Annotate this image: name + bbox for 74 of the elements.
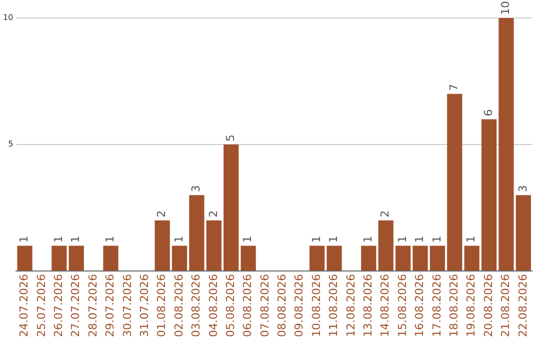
x-tick-label: 19.08.2026 <box>464 274 478 338</box>
data-label: 1 <box>464 236 478 243</box>
data-label: 6 <box>482 109 495 116</box>
data-label: 1 <box>327 236 340 243</box>
x-tick-label: 25.07.2026 <box>34 274 48 338</box>
x-tick-label: 28.07.2026 <box>86 274 100 338</box>
x-tick-label: 01.08.2026 <box>155 274 168 338</box>
x-tick-label: 31.07.2026 <box>138 274 151 338</box>
x-tick-label: 11.08.2026 <box>327 274 340 338</box>
data-label: 1 <box>430 236 444 243</box>
x-tick-label: 30.07.2026 <box>120 274 134 338</box>
x-tick-label: 16.08.2026 <box>413 274 426 338</box>
bar <box>516 195 531 271</box>
bar <box>310 246 325 271</box>
data-label: 10 <box>499 1 512 15</box>
data-label: 5 <box>224 134 237 142</box>
x-tick-label: 18.08.2026 <box>447 274 460 338</box>
bar <box>412 246 428 271</box>
data-label: 2 <box>206 210 220 218</box>
x-tick-label: 08.08.2026 <box>276 274 289 338</box>
data-label: 1 <box>413 236 426 243</box>
x-tick-label: 05.08.2026 <box>224 274 237 338</box>
bar <box>154 220 170 271</box>
data-label: 1 <box>172 236 186 243</box>
x-tick-label: 24.07.2026 <box>18 274 31 338</box>
data-label: 2 <box>155 210 168 218</box>
x-tick-label: 26.07.2026 <box>52 274 66 338</box>
x-tick-label: 04.08.2026 <box>206 274 220 338</box>
bar <box>326 246 342 271</box>
bar <box>395 246 411 271</box>
bar <box>430 246 445 271</box>
x-tick-label: 03.08.2026 <box>190 274 203 338</box>
x-tick-label: 27.07.2026 <box>69 274 82 338</box>
bar <box>224 144 239 271</box>
data-label: 7 <box>447 84 460 91</box>
x-tick-label: 21.08.2026 <box>499 274 512 338</box>
x-tick-label: 15.08.2026 <box>396 274 409 338</box>
bar <box>17 246 32 271</box>
bar <box>481 119 497 271</box>
x-tick-label: 09.08.2026 <box>292 274 306 338</box>
bar <box>206 220 222 271</box>
data-label: 3 <box>190 185 203 192</box>
data-label: 1 <box>104 236 117 243</box>
bar <box>361 246 376 271</box>
x-tick-label: 17.08.2026 <box>430 274 444 338</box>
x-tick-label: 12.08.2026 <box>344 274 358 338</box>
x-tick-label: 20.08.2026 <box>482 274 495 338</box>
bar <box>189 195 204 271</box>
data-label: 1 <box>52 236 66 243</box>
bar <box>68 246 84 271</box>
bar <box>240 246 256 271</box>
bar <box>464 246 480 271</box>
x-tick-label: 07.08.2026 <box>258 274 272 338</box>
bar <box>498 18 514 271</box>
data-label: 3 <box>516 185 530 192</box>
x-tick-label: 10.08.2026 <box>310 274 323 338</box>
bar <box>52 246 67 271</box>
data-label: 1 <box>396 236 409 243</box>
x-tick-label: 13.08.2026 <box>362 274 375 338</box>
bar <box>172 246 188 271</box>
bar <box>447 94 462 271</box>
x-tick-label: 22.08.2026 <box>516 274 530 338</box>
bar <box>103 246 118 271</box>
data-label: 2 <box>378 210 392 218</box>
data-label: 1 <box>241 236 254 243</box>
data-label: 1 <box>362 236 375 243</box>
x-tick-label: 29.07.2026 <box>104 274 117 338</box>
data-label: 1 <box>18 236 31 243</box>
x-tick-label: 02.08.2026 <box>172 274 186 338</box>
data-label: 1 <box>69 236 82 243</box>
bar <box>378 220 394 271</box>
data-label: 1 <box>310 236 323 243</box>
x-tick-label: 06.08.2026 <box>241 274 254 338</box>
x-tick-label: 14.08.2026 <box>378 274 392 338</box>
